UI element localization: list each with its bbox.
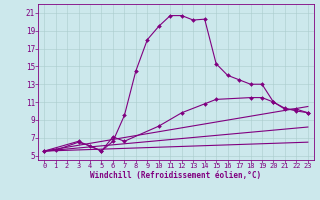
X-axis label: Windchill (Refroidissement éolien,°C): Windchill (Refroidissement éolien,°C) [91,171,261,180]
